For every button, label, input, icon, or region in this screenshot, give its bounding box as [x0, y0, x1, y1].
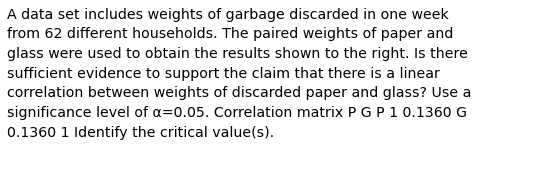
Text: A data set includes weights of garbage discarded in one week
from 62 different h: A data set includes weights of garbage d…	[7, 8, 472, 140]
